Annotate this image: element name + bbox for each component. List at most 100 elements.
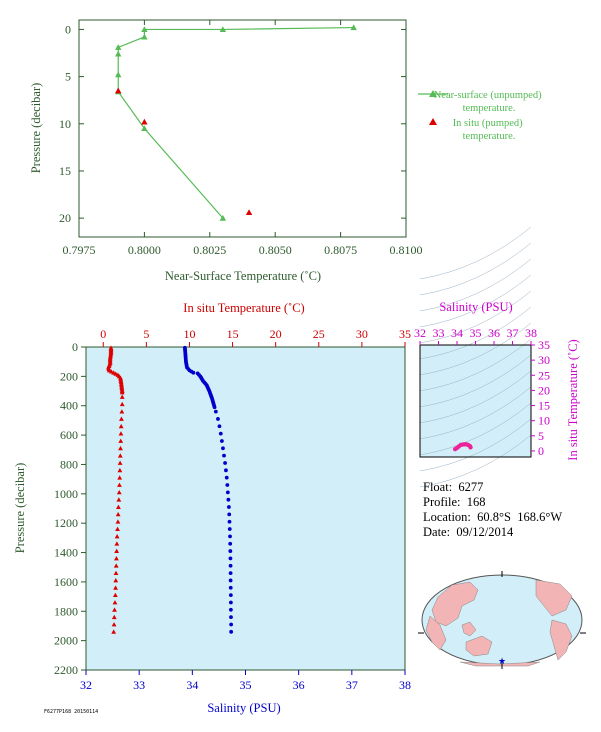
- salinity-profile-series: [182, 345, 234, 634]
- near-surface-point: [141, 33, 148, 40]
- ts-y-tick-label: 0: [538, 444, 544, 458]
- salinity-point: [225, 490, 230, 495]
- near-surface-x-ticks: 0.7975 0.8000 0.8025 0.8050 0.8075 0.8100: [63, 20, 423, 257]
- temperature-tick-label: 30: [356, 327, 368, 341]
- profile-background: [86, 347, 405, 670]
- temperature-point: [112, 592, 118, 598]
- float-row: Float: 6277: [423, 480, 562, 495]
- legend-in-situ-line1: In situ (pumped): [453, 118, 523, 129]
- temperature-point: [116, 504, 121, 509]
- legend-near-surface-line2: temperature.: [463, 103, 516, 114]
- temperature-point: [119, 401, 125, 407]
- temperature-point: [115, 526, 120, 531]
- ts-x-tick-label: 37: [507, 326, 519, 340]
- salinity-point: [228, 593, 233, 598]
- map-land-north-america: [535, 579, 573, 617]
- temperature-point: [119, 394, 125, 399]
- profile-row: Profile: 168: [423, 495, 562, 510]
- near-surface-x-tick-label: 0.8025: [193, 243, 226, 257]
- ts-y-label: In situ Temperature (˚C): [566, 339, 580, 460]
- salinity-point: [225, 483, 230, 487]
- temperature-point: [114, 533, 120, 539]
- temperature-point: [118, 445, 123, 451]
- ts-density-contour: [419, 386, 532, 440]
- pressure-axis-ticks: 0 200 400 600 800 1000 1200 1400 1600 1800 2000 220…: [54, 340, 86, 677]
- temperature-point: [117, 453, 123, 458]
- temperature-point: [113, 578, 119, 583]
- salinity-point: [229, 629, 234, 634]
- ts-y-tick-label: 25: [538, 368, 550, 382]
- temperature-axis-ticks: 0 5 10 15 20 25 30 35: [100, 327, 411, 347]
- temperature-point: [112, 607, 117, 612]
- profile-value: 168: [466, 495, 486, 509]
- salinity-point: [228, 578, 233, 583]
- temperature-point: [119, 416, 124, 421]
- temperature-point: [111, 614, 117, 620]
- ts-x-tick-label: 35: [470, 326, 482, 340]
- temperature-point: [119, 409, 125, 414]
- temperature-point: [117, 482, 122, 487]
- map-land-asia: [431, 581, 479, 627]
- salinity-point: [218, 431, 223, 436]
- temperature-point: [114, 541, 120, 546]
- near-surface-line: [117, 26, 354, 219]
- salinity-point: [228, 541, 233, 546]
- ts-y-tick-label: 20: [538, 383, 550, 397]
- salinity-point: [228, 600, 233, 605]
- in-situ-point: [245, 209, 253, 216]
- float-label: Float:: [423, 480, 453, 494]
- location-row: Location: 60.8°S 168.6°W: [423, 510, 562, 525]
- ts-x-tick-label: 36: [488, 326, 500, 340]
- float-location-star-icon: ★: [498, 656, 506, 666]
- pressure-tick-label: 1400: [54, 546, 78, 560]
- salinity-point: [191, 370, 196, 375]
- temperature-tick-label: 10: [183, 327, 195, 341]
- temperature-point: [114, 556, 119, 561]
- ts-density-contour: [419, 274, 532, 328]
- near-surface-y-tick-label: 20: [59, 211, 71, 225]
- temperature-point: [114, 548, 120, 553]
- near-surface-point: [115, 44, 122, 50]
- ts-x-tick-label: 32: [414, 326, 426, 340]
- salinity-point: [227, 519, 232, 524]
- salinity-point: [228, 549, 233, 553]
- salinity-point: [227, 512, 232, 517]
- ts-density-contour: [419, 338, 532, 392]
- salinity-point: [222, 453, 226, 458]
- salinity-point: [228, 607, 233, 612]
- salinity-point: [224, 475, 229, 480]
- map-land-indonesia: [461, 621, 477, 637]
- salinity-point: [223, 461, 227, 465]
- pressure-tick-label: 1800: [54, 604, 78, 618]
- temperature-point: [115, 511, 121, 517]
- ts-y-tick-label: 35: [538, 338, 550, 352]
- profile-y-label: Pressure (decibar): [13, 463, 27, 554]
- salinity-point: [217, 424, 222, 429]
- ts-density-contour: [419, 418, 532, 472]
- temperature-point: [111, 629, 117, 634]
- salinity-axis-label: Salinity (PSU): [207, 701, 280, 715]
- temperature-point: [118, 438, 124, 443]
- map-land-south-america: [549, 619, 573, 661]
- salinity-point: [212, 405, 217, 410]
- near-surface-x-label: Near-Surface Temperature (˚C): [165, 269, 321, 283]
- salinity-axis-ticks: 32 33 34 35 36 37 38: [80, 670, 411, 692]
- salinity-point: [213, 409, 218, 414]
- temperature-point: [111, 622, 117, 627]
- salinity-tick-label: 34: [186, 678, 198, 692]
- near-surface-frame: [78, 19, 407, 238]
- temperature-axis-label: In situ Temperature (˚C): [183, 301, 304, 315]
- ts-series: [452, 442, 473, 452]
- near-surface-y-tick-label: 0: [65, 22, 71, 36]
- map-land-australia: [465, 635, 493, 657]
- ts-density-contour: [419, 370, 532, 424]
- temperature-tick-label: 25: [313, 327, 325, 341]
- temperature-point: [119, 390, 125, 395]
- pressure-tick-label: 2000: [54, 634, 78, 648]
- location-label: Location:: [423, 510, 471, 524]
- temperature-tick-label: 0: [100, 327, 106, 341]
- in-situ-point: [115, 87, 122, 94]
- ts-y-tick-label: 5: [538, 429, 544, 443]
- salinity-point: [228, 534, 232, 539]
